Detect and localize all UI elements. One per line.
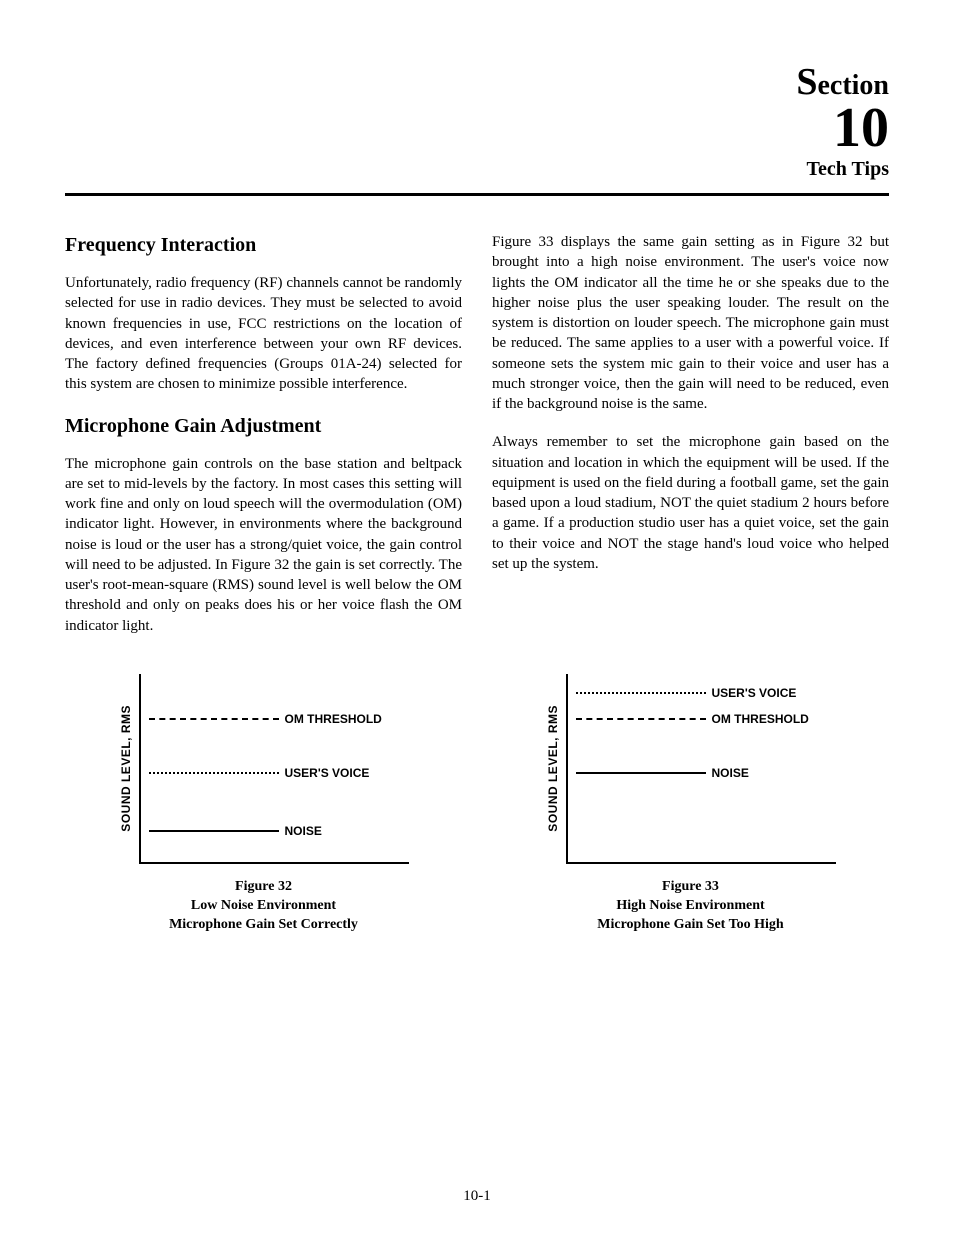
chart-line-label: OM THRESHOLD: [285, 712, 382, 726]
figure-33-ylabel: SOUND LEVEL, RMS: [546, 705, 560, 832]
figure-33: SOUND LEVEL, RMS USER'S VOICE OM THRESHOL…: [492, 674, 889, 935]
figure-33-number: Figure 33: [597, 878, 783, 897]
paragraph: The microphone gain controls on the base…: [65, 454, 462, 636]
figure-33-chart-container: SOUND LEVEL, RMS USER'S VOICE OM THRESHOL…: [546, 674, 836, 864]
chart-line-label: USER'S VOICE: [285, 766, 370, 780]
paragraph: Always remember to set the microphone ga…: [492, 432, 889, 574]
chart-line-label: USER'S VOICE: [712, 686, 797, 700]
figure-33-chart: USER'S VOICE OM THRESHOLD NOISE: [566, 674, 836, 864]
paragraph: Unfortunately, radio frequency (RF) chan…: [65, 273, 462, 395]
section-subtitle: Tech Tips: [65, 158, 889, 181]
figure-32-caption: Figure 32 Low Noise Environment Micropho…: [169, 878, 358, 935]
figure-32-title-line1: Low Noise Environment: [169, 897, 358, 916]
chart-line-noise: NOISE: [149, 824, 322, 838]
header-rule: [65, 193, 889, 196]
figure-32-number: Figure 32: [169, 878, 358, 897]
page-header: Section 10 Tech Tips: [65, 60, 889, 181]
chart-line-segment: [576, 772, 706, 774]
chart-line-label: NOISE: [712, 766, 749, 780]
chart-line-label: OM THRESHOLD: [712, 712, 809, 726]
chart-line-label: NOISE: [285, 824, 322, 838]
heading-microphone-gain: Microphone Gain Adjustment: [65, 413, 462, 440]
right-column: Figure 33 displays the same gain setting…: [492, 232, 889, 654]
chart-line-om: OM THRESHOLD: [149, 712, 382, 726]
section-label: Section: [65, 60, 889, 104]
figure-32-title-line2: Microphone Gain Set Correctly: [169, 916, 358, 935]
figure-32-chart-container: SOUND LEVEL, RMS OM THRESHOLD USER'S VOIC…: [119, 674, 409, 864]
figure-33-caption: Figure 33 High Noise Environment Microph…: [597, 878, 783, 935]
figure-33-title-line2: Microphone Gain Set Too High: [597, 916, 783, 935]
page-number: 10-1: [0, 1188, 954, 1205]
chart-line-voice: USER'S VOICE: [149, 766, 370, 780]
figure-33-title-line1: High Noise Environment: [597, 897, 783, 916]
chart-line-segment: [576, 718, 706, 720]
section-number: 10: [65, 100, 889, 156]
body-columns: Frequency Interaction Unfortunately, rad…: [65, 232, 889, 654]
chart-line-segment: [576, 692, 706, 694]
chart-line-om: OM THRESHOLD: [576, 712, 809, 726]
figure-32: SOUND LEVEL, RMS OM THRESHOLD USER'S VOIC…: [65, 674, 462, 935]
figure-32-chart: OM THRESHOLD USER'S VOICE NOISE: [139, 674, 409, 864]
chart-line-segment: [149, 772, 279, 774]
section-label-initial: S: [796, 61, 817, 103]
chart-line-voice: USER'S VOICE: [576, 686, 797, 700]
chart-line-segment: [149, 830, 279, 832]
figure-32-ylabel: SOUND LEVEL, RMS: [119, 705, 133, 832]
left-column: Frequency Interaction Unfortunately, rad…: [65, 232, 462, 654]
chart-line-segment: [149, 718, 279, 720]
chart-line-noise: NOISE: [576, 766, 749, 780]
heading-frequency-interaction: Frequency Interaction: [65, 232, 462, 259]
paragraph: Figure 33 displays the same gain setting…: [492, 232, 889, 414]
figures-row: SOUND LEVEL, RMS OM THRESHOLDUSER'S VOIC…: [65, 674, 889, 935]
